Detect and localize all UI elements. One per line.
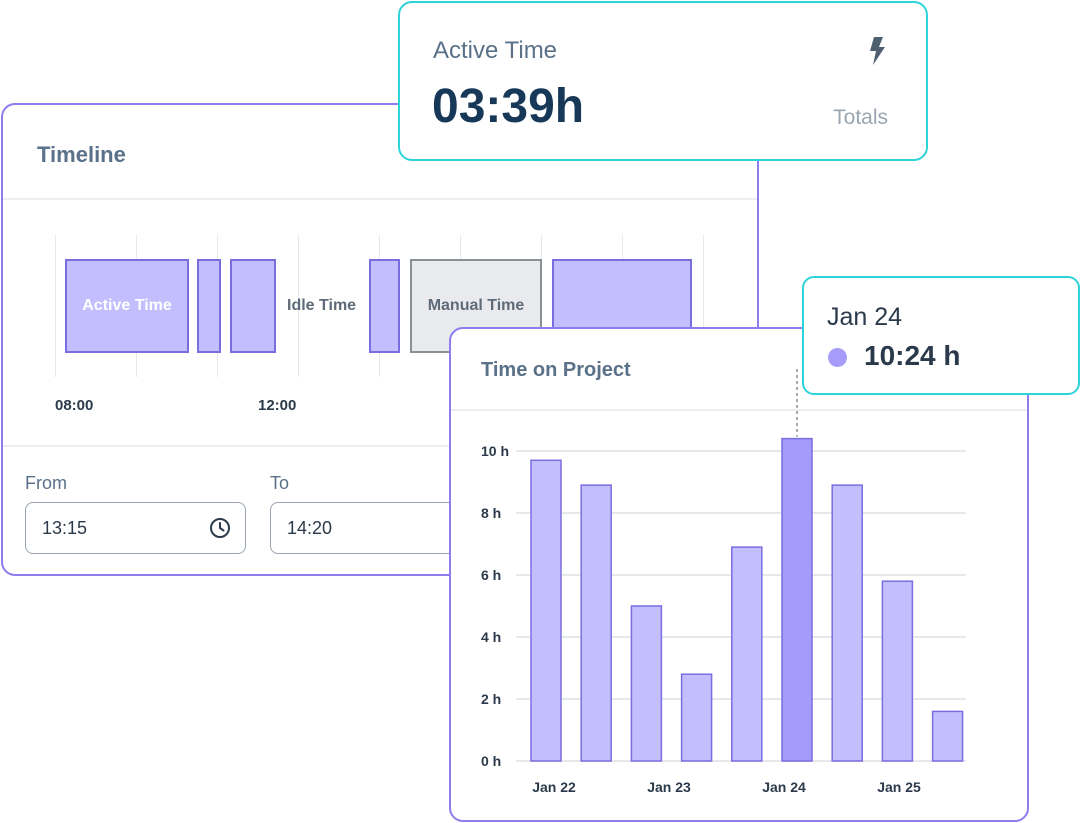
tooltip-date: Jan 24	[827, 303, 903, 331]
active-time-label: Active Time	[433, 37, 558, 64]
active-time-segment[interactable]	[369, 259, 400, 353]
y-tick-label: 0 h	[481, 753, 501, 769]
to-time-value: 14:20	[287, 518, 333, 538]
timeline-divider	[3, 198, 757, 200]
timeline-gridline	[703, 235, 704, 377]
bar[interactable]	[931, 710, 964, 762]
y-tick-label: 2 h	[481, 691, 501, 707]
chart-tooltip: Jan 24 10:24 h	[802, 276, 1080, 395]
totals-label: Totals	[833, 106, 888, 129]
from-time-field[interactable]: 13:15	[25, 502, 246, 554]
x-tick-label: Jan 25	[877, 779, 921, 795]
active-time-segment[interactable]	[230, 259, 276, 353]
y-tick-label: 10 h	[481, 443, 509, 459]
bar[interactable]	[630, 605, 663, 762]
bar[interactable]	[831, 484, 863, 762]
timeline-gridline	[55, 235, 56, 377]
bar[interactable]	[680, 673, 713, 762]
active-time-card: Active Time 03:39h Totals	[398, 1, 928, 161]
timeline-tick-label: 08:00	[55, 397, 94, 414]
active-time-segment[interactable]: Active Time	[65, 259, 189, 353]
bar[interactable]	[580, 484, 612, 762]
clock-icon[interactable]	[209, 517, 231, 539]
idle-time-label: Idle Time	[287, 297, 357, 314]
x-tick-label: Jan 23	[647, 779, 691, 795]
timeline-divider	[3, 445, 757, 447]
timeline-tick-label: 12:00	[258, 397, 297, 414]
tooltip-value: 10:24 h	[864, 340, 961, 371]
bar[interactable]	[530, 459, 562, 762]
project-bar-chart: 0 h 2 h 4 h 6 h 8 h 10 h Jan 22 Jan 23 Jan 24 Jan…	[481, 369, 966, 795]
time-on-project-card: Time on Project 0 h 2 h 4 h 6 h 8 h 10 h Jan 2…	[449, 327, 1029, 822]
active-time-segment-label: Active Time	[82, 297, 172, 314]
x-tick-label: Jan 24	[762, 779, 806, 795]
tooltip-series-dot	[828, 348, 847, 367]
timeline-title: Timeline	[37, 142, 126, 167]
bar-highlighted[interactable]	[781, 437, 813, 762]
bar[interactable]	[731, 546, 763, 762]
timeline-gridline	[298, 235, 299, 377]
active-time-segment[interactable]	[197, 259, 221, 353]
project-divider	[451, 409, 1027, 411]
y-tick-label: 6 h	[481, 567, 501, 583]
manual-time-segment-label: Manual Time	[427, 297, 525, 314]
project-title: Time on Project	[481, 359, 631, 381]
from-label: From	[25, 473, 67, 493]
y-tick-label: 4 h	[481, 629, 501, 645]
from-time-value: 13:15	[42, 518, 88, 538]
bolt-icon	[870, 37, 885, 65]
y-tick-label: 8 h	[481, 505, 501, 521]
to-label: To	[270, 473, 290, 493]
x-tick-label: Jan 22	[532, 779, 576, 795]
bar[interactable]	[881, 580, 914, 762]
active-time-value: 03:39h	[432, 80, 585, 133]
